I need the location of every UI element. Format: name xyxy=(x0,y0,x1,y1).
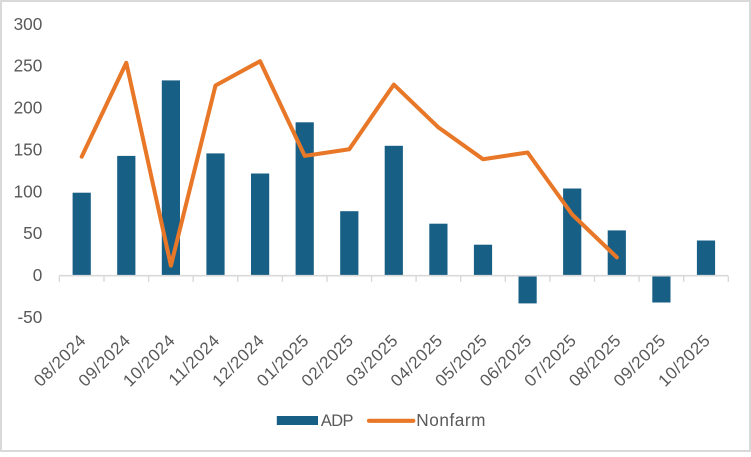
svg-text:0: 0 xyxy=(33,265,43,285)
svg-text:ADP: ADP xyxy=(321,412,354,430)
svg-text:100: 100 xyxy=(14,181,43,201)
svg-text:150: 150 xyxy=(14,139,43,159)
svg-text:250: 250 xyxy=(14,56,43,76)
svg-text:200: 200 xyxy=(14,98,43,118)
svg-text:300: 300 xyxy=(14,14,43,34)
svg-text:50: 50 xyxy=(23,223,42,243)
svg-text:Nonfarm: Nonfarm xyxy=(416,410,486,430)
svg-text:-50: -50 xyxy=(17,307,42,327)
